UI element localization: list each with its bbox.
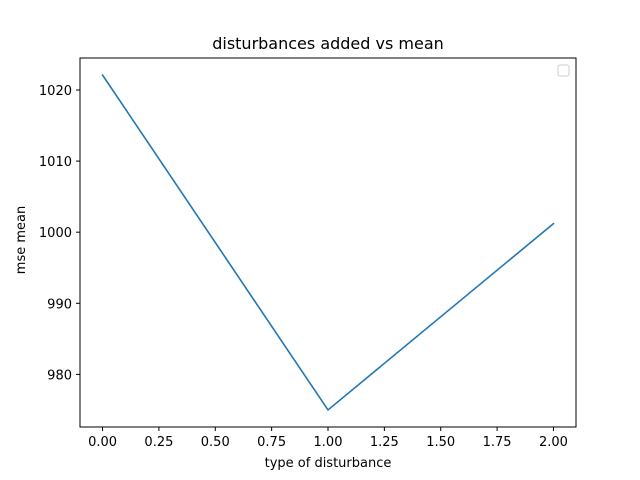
plot-area: 0.00 0.25 0.50 0.75 1.00 1.25 1.50 1.75 2.00 980 9… bbox=[39, 57, 577, 450]
x-tick-label: 0.75 bbox=[257, 435, 286, 450]
x-tick-label: 1.25 bbox=[370, 435, 399, 450]
x-axis-label: type of disturbance bbox=[265, 456, 392, 471]
y-tick-label: 1020 bbox=[39, 84, 72, 99]
x-tick-label: 0.50 bbox=[201, 435, 230, 450]
x-tick-label: 0.25 bbox=[144, 435, 173, 450]
chart-title: disturbances added vs mean bbox=[212, 34, 444, 53]
series-line-0 bbox=[101, 73, 555, 411]
x-tick-label: 1.50 bbox=[426, 435, 455, 450]
x-tick-label: 1.00 bbox=[314, 435, 343, 450]
x-tick-label: 2.00 bbox=[539, 435, 568, 450]
y-tick-label: 980 bbox=[47, 368, 72, 383]
y-tick-label: 1010 bbox=[39, 155, 72, 170]
y-tick-label: 1000 bbox=[39, 226, 72, 241]
x-tick-label: 1.75 bbox=[483, 435, 512, 450]
x-tick-label: 0.00 bbox=[88, 435, 117, 450]
y-axis-label: mse mean bbox=[14, 206, 29, 274]
y-tick-label: 990 bbox=[47, 297, 72, 312]
legend-box bbox=[557, 64, 570, 77]
